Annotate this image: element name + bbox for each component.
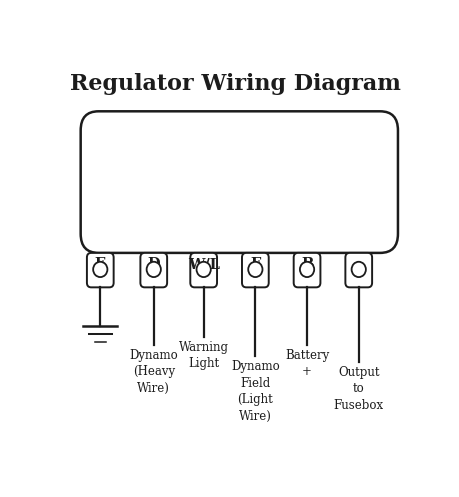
- Circle shape: [93, 262, 107, 277]
- Text: Warning
Light: Warning Light: [178, 341, 228, 370]
- FancyBboxPatch shape: [80, 111, 397, 253]
- Text: Regulator Wiring Diagram: Regulator Wiring Diagram: [70, 73, 400, 95]
- Text: D: D: [147, 257, 160, 271]
- Text: Dynamo
Field
(Light
Wire): Dynamo Field (Light Wire): [230, 360, 279, 422]
- Circle shape: [196, 262, 210, 277]
- FancyBboxPatch shape: [293, 253, 320, 287]
- FancyBboxPatch shape: [140, 253, 167, 287]
- Text: B: B: [300, 257, 313, 271]
- Circle shape: [146, 262, 161, 277]
- FancyBboxPatch shape: [241, 253, 268, 287]
- Text: F: F: [250, 257, 260, 271]
- Text: Output
to
Fusebox: Output to Fusebox: [333, 366, 383, 412]
- FancyBboxPatch shape: [87, 253, 113, 287]
- Text: Dynamo
(Heavy
Wire): Dynamo (Heavy Wire): [129, 348, 178, 395]
- FancyBboxPatch shape: [345, 253, 371, 287]
- Circle shape: [248, 262, 262, 277]
- Circle shape: [299, 262, 313, 277]
- FancyBboxPatch shape: [190, 253, 217, 287]
- Text: W/L: W/L: [187, 257, 219, 271]
- Text: E: E: [95, 257, 106, 271]
- Circle shape: [351, 262, 365, 277]
- Text: Battery
+: Battery +: [284, 348, 329, 378]
